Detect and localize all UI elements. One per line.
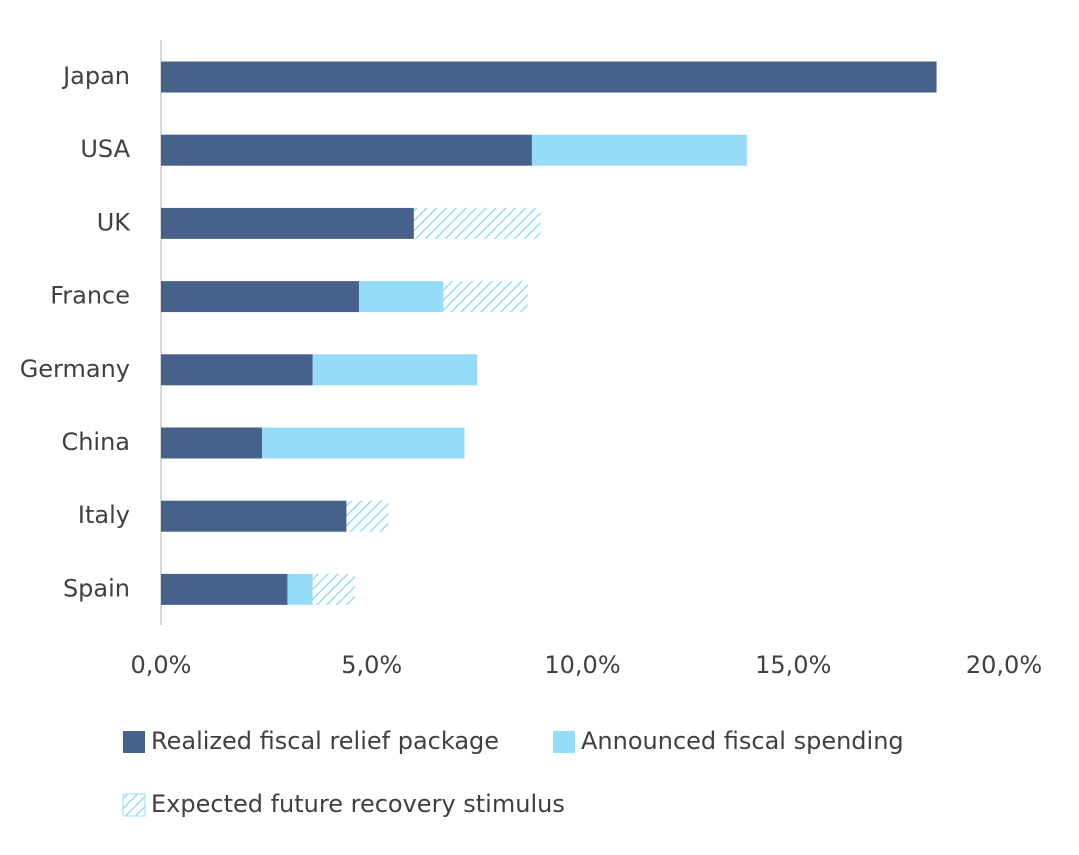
y-tick-label: USA	[80, 135, 130, 163]
x-tick-label: 5,0%	[341, 651, 402, 679]
y-tick-label: Spain	[63, 574, 130, 602]
bar-segment	[161, 134, 532, 166]
x-tick-label: 20,0%	[966, 651, 1042, 679]
bar-segment	[161, 573, 288, 605]
bar-segment	[531, 134, 747, 166]
y-tick-label: Germany	[20, 355, 130, 383]
bar-segment	[359, 281, 444, 313]
y-tick-label: Japan	[61, 62, 130, 90]
bar-segment	[161, 281, 360, 313]
y-tick-label: France	[50, 282, 130, 310]
bar-segment	[161, 207, 414, 239]
bar-segment	[161, 354, 313, 386]
x-tick-label: 10,0%	[544, 651, 620, 679]
legend-label: Announced fiscal spending	[581, 727, 904, 755]
bar-segment	[312, 354, 478, 386]
legend-swatch	[123, 731, 145, 753]
bar-segment	[413, 207, 541, 239]
bar-segment	[161, 500, 347, 532]
y-tick-label: Italy	[78, 501, 130, 529]
bar-segment	[161, 427, 263, 459]
y-tick-label: China	[61, 428, 130, 456]
legend-label: Realized fiscal relief package	[151, 727, 499, 755]
bar-segment	[346, 500, 389, 532]
bar-segment	[312, 573, 355, 605]
bar-segment	[161, 61, 937, 93]
legend-swatch	[553, 731, 575, 753]
legend-label: Expected future recovery stimulus	[151, 790, 565, 818]
x-tick-label: 15,0%	[755, 651, 831, 679]
bar-segment	[262, 427, 465, 459]
bar-segment	[443, 281, 528, 313]
legend-swatch	[122, 793, 146, 817]
x-tick-label: 0,0%	[131, 651, 192, 679]
bar-segment	[287, 573, 313, 605]
y-tick-label: UK	[97, 208, 132, 236]
